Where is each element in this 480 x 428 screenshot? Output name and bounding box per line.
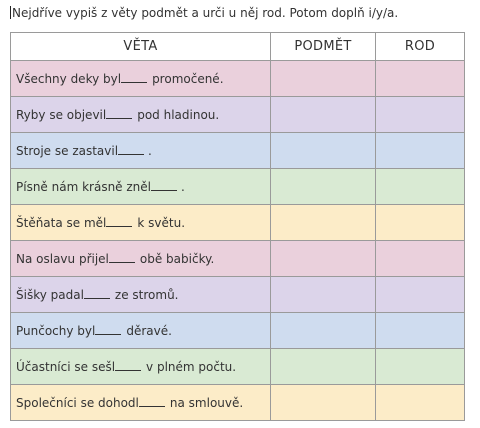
podmet-answer-cell[interactable] [270,60,376,97]
sentence-after: ze stromů. [114,287,179,302]
table-row: Punčochy byl děravé. [10,312,465,349]
fill-in-blank[interactable] [95,324,122,335]
rod-answer-cell[interactable] [375,384,465,421]
fill-in-blank[interactable] [108,252,135,263]
sentence-after: obě babičky. [139,251,215,266]
sentence-before: Společníci se dohodl [16,395,139,410]
sentence-cell: Společníci se dohodl na smlouvě. [10,384,271,421]
sentence-cell: Punčochy byl děravé. [10,312,271,349]
sentence-before: Stroje se zastavil [16,143,119,158]
table-row: Společníci se dohodl na smlouvě. [10,384,465,421]
fill-in-blank[interactable] [151,180,177,191]
sentence-cell: Písně nám krásně zněl. [10,168,271,205]
fill-in-blank[interactable] [121,72,148,83]
sentence-after: . [148,143,152,158]
table-row: Šišky padal ze stromů. [10,276,465,313]
rod-answer-cell[interactable] [375,348,465,385]
podmet-answer-cell[interactable] [270,168,376,205]
header-rod: ROD [375,32,465,61]
fill-in-blank[interactable] [106,216,133,227]
fill-in-blank[interactable] [83,288,110,299]
sentence-after: děravé. [126,323,172,338]
podmet-answer-cell[interactable] [270,312,376,349]
table-row: Písně nám krásně zněl. [10,168,465,205]
sentence-cell: Ryby se objevil pod hladinou. [10,96,271,133]
sentence-after: na smlouvě. [169,395,244,410]
table-row: Ryby se objevil pod hladinou. [10,96,465,133]
sentence-after: promočené. [152,71,224,86]
sentence-before: Písně nám krásně zněl [16,179,151,194]
sentence-cell: Šišky padal ze stromů. [10,276,271,313]
rod-answer-cell[interactable] [375,96,465,133]
sentence-after: pod hladinou. [137,107,220,122]
sentence-before: Na oslavu přijel [16,251,109,266]
sentence-after: v plném počtu. [146,359,237,374]
podmet-answer-cell[interactable] [270,384,376,421]
sentence-cell: Všechny deky byl promočené. [10,60,271,97]
header-veta: VĚTA [10,32,271,61]
podmet-answer-cell[interactable] [270,276,376,313]
fill-in-blank[interactable] [138,396,165,407]
header-row: VĚTA PODMĚT ROD [10,32,465,61]
podmet-answer-cell[interactable] [270,348,376,385]
podmet-answer-cell[interactable] [270,204,376,241]
rod-answer-cell[interactable] [375,240,465,277]
fill-in-blank[interactable] [115,360,142,371]
sentence-after: . [181,179,185,194]
header-podmet: PODMĚT [270,32,376,61]
podmet-answer-cell[interactable] [270,96,376,133]
sentence-cell: Štěňata se měl k světu. [10,204,271,241]
table-row: Stroje se zastavil. [10,132,465,169]
podmet-answer-cell[interactable] [270,132,376,169]
rod-answer-cell[interactable] [375,276,465,313]
rod-answer-cell[interactable] [375,60,465,97]
rod-answer-cell[interactable] [375,204,465,241]
text-cursor [10,6,11,19]
table-row: Všechny deky byl promočené. [10,60,465,97]
sentence-before: Štěňata se měl [16,215,107,230]
sentence-before: Účastníci se sešl [16,359,116,374]
sentence-cell: Účastníci se sešl v plném počtu. [10,348,271,385]
fill-in-blank[interactable] [106,108,133,119]
fill-in-blank[interactable] [118,144,145,155]
sentence-before: Šišky padal [16,287,84,302]
rod-answer-cell[interactable] [375,312,465,349]
table-row: Štěňata se měl k světu. [10,204,465,241]
sentence-before: Punčochy byl [16,323,96,338]
worksheet-table: VĚTA PODMĚT ROD Všechny deky byl promočen… [10,32,465,421]
table-row: Účastníci se sešl v plném počtu. [10,348,465,385]
rod-answer-cell[interactable] [375,132,465,169]
sentence-cell: Stroje se zastavil. [10,132,271,169]
rod-answer-cell[interactable] [375,168,465,205]
sentence-cell: Na oslavu přijel obě babičky. [10,240,271,277]
podmet-answer-cell[interactable] [270,240,376,277]
sentence-before: Ryby se objevil [16,107,107,122]
sentence-after: k světu. [137,215,186,230]
table-row: Na oslavu přijel obě babičky. [10,240,465,277]
instruction-text: Nejdříve vypiš z věty podmět a urči u ně… [10,6,399,20]
sentence-before: Všechny deky byl [16,71,122,86]
